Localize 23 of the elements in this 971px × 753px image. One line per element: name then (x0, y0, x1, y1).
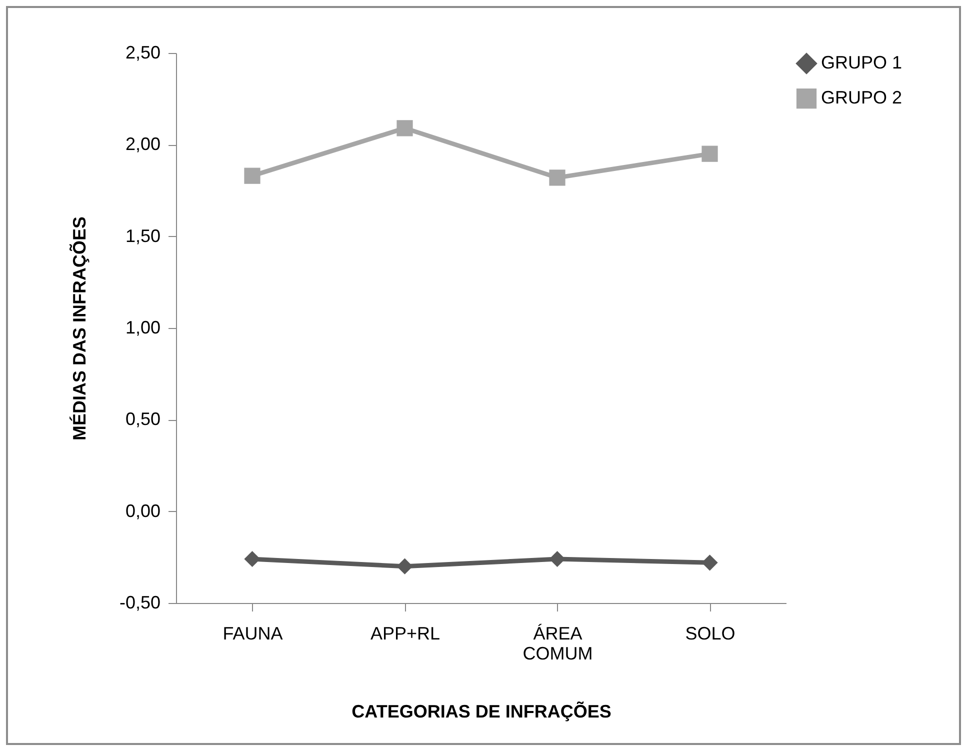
y-tick-label: 1,50 (125, 226, 160, 246)
point (702, 146, 718, 162)
point (549, 170, 566, 186)
y-tick-label: -0,50 (119, 592, 160, 612)
point (244, 550, 260, 568)
x-tick-label: APP+RL (370, 624, 440, 644)
legend-label: GRUPO 1 (821, 52, 902, 72)
y-tick-label: 0,00 (125, 500, 160, 521)
y-tick-label: 0,50 (125, 409, 160, 430)
y-tick-label: 1,00 (125, 318, 160, 338)
y-tick-label: 2,00 (125, 134, 160, 154)
y-axis-title: MÉDIAS DAS INFRAÇÕES (68, 216, 90, 441)
point (549, 550, 566, 568)
point (396, 120, 413, 136)
x-tick-label: SOLO (685, 624, 736, 644)
legend-label: GRUPO 2 (821, 88, 902, 108)
x-tick-label: ÁREA COMUM (522, 624, 593, 664)
point (244, 168, 260, 184)
y-tick-label: 2,50 (125, 42, 160, 62)
x-tick-label: FAUNA (222, 624, 283, 644)
point (396, 558, 413, 574)
x-axis-title: CATEGORIAS DE INFRAÇÕES (352, 700, 612, 722)
point (702, 554, 718, 571)
